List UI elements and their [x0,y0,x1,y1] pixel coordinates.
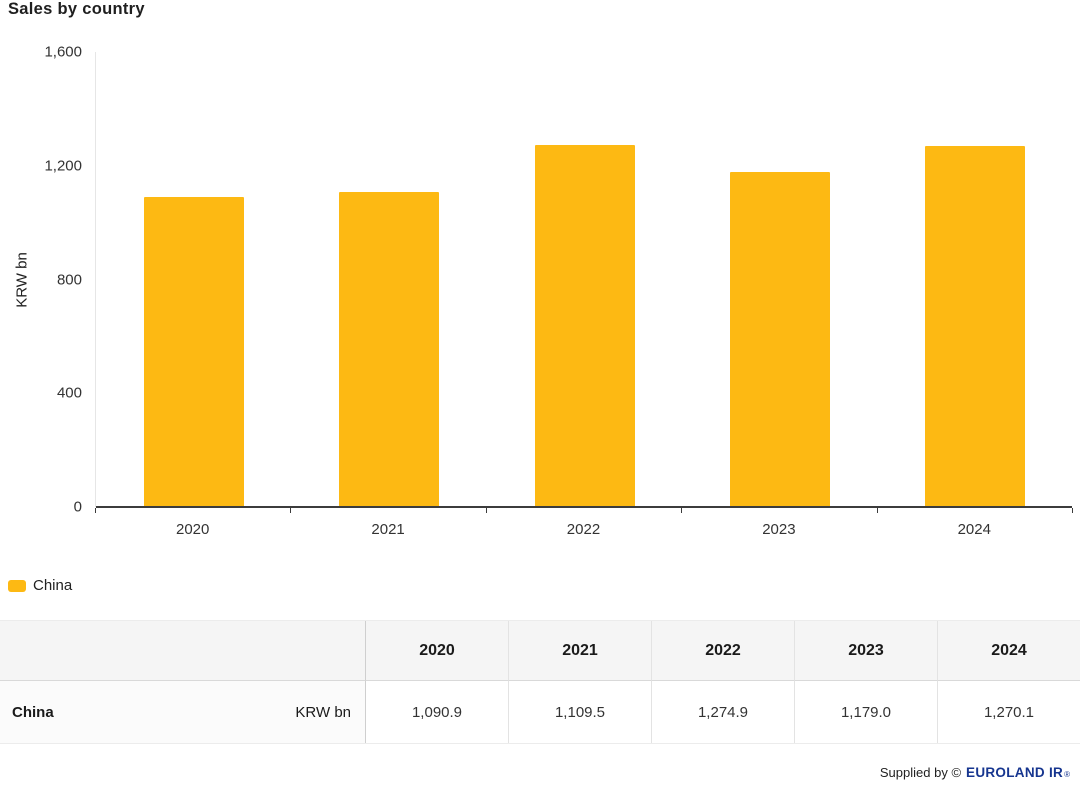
plot-area [95,52,1072,508]
x-tick-label-2021: 2021 [371,521,405,538]
euroland-ir-logo[interactable]: EUROLAND IR [966,765,1064,780]
registered-mark-icon: ® [1064,770,1070,779]
table-value-2024: 1,270.1 [937,681,1080,743]
data-table: 2020 2021 2022 2023 2024 China KRW bn 1,090.9 1,… [0,620,1080,744]
x-axis-tick-marks [95,508,1073,514]
legend-swatch-china[interactable] [8,579,26,592]
table-header-2023: 2023 [794,621,937,681]
table-value-2023: 1,179.0 [794,681,937,743]
x-axis-tick-mark [681,508,683,513]
table-row-name: China [0,681,215,743]
table-value-2022: 1,274.9 [651,681,794,743]
x-axis-line [96,506,1072,508]
bar-2022[interactable] [534,144,635,507]
table-row-unit: KRW bn [215,681,365,743]
table-corner-cell [0,621,365,681]
bar-2021[interactable] [339,191,440,507]
x-tick-label-2024: 2024 [957,521,991,538]
bar-2023[interactable] [729,171,830,507]
table-header-2021: 2021 [508,621,651,681]
supplied-by-text: Supplied by © [879,765,962,780]
table-header-2020: 2020 [365,621,508,681]
x-tick-label-2023: 2023 [762,521,796,538]
x-axis-tick-mark [95,508,96,513]
bar-2024[interactable] [925,145,1026,507]
y-tick-label-400: 400 [56,384,82,402]
x-axis-tick-mark [485,508,487,513]
x-axis-tick-mark [876,508,878,513]
x-axis-tick-mark [290,508,292,513]
bar-2020[interactable] [143,196,244,507]
table-header-2022: 2022 [651,621,794,681]
table-value-2020: 1,090.9 [365,681,508,743]
x-axis-labels: 2020 2021 2022 2023 2024 [95,521,1072,543]
x-tick-label-2020: 2020 [176,521,210,538]
footer: Supplied by © EUROLAND IR ® [880,765,1070,780]
legend-label-china[interactable]: China [33,577,73,594]
y-axis-ticks: 0 400 800 1,200 1,600 [0,44,82,516]
bars-container [96,52,1072,507]
y-tick-label-0: 0 [73,498,82,516]
table-value-2021: 1,109.5 [508,681,651,743]
y-tick-label-1200: 1,200 [44,157,82,175]
x-tick-label-2022: 2022 [566,521,601,538]
chart-title: Sales by country [8,0,145,18]
legend: China [8,577,72,594]
x-axis-tick-mark [1072,508,1073,513]
table-header-2024: 2024 [937,621,1080,681]
y-tick-label-800: 800 [56,271,82,288]
y-tick-label-1600: 1,600 [44,43,82,61]
